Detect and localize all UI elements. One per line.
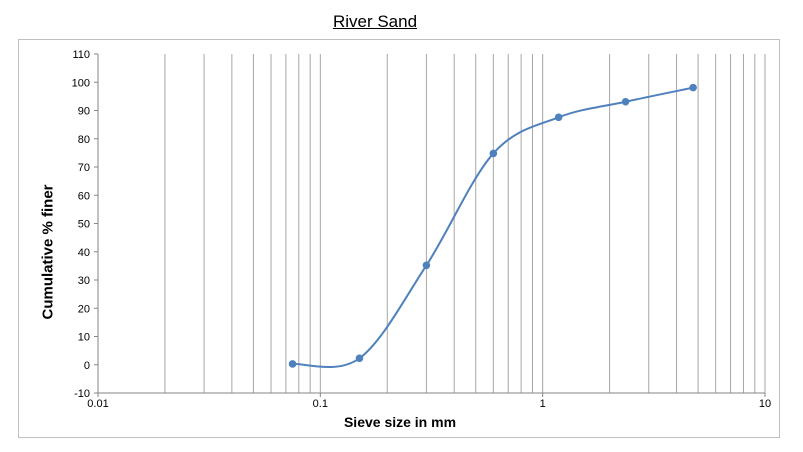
data-point	[689, 83, 697, 92]
data-point	[489, 149, 498, 158]
x-tick-label: 1	[540, 398, 546, 410]
y-tick-label: 40	[78, 247, 90, 259]
x-tick-label: 10	[759, 398, 771, 410]
y-tick-label: 100	[72, 77, 90, 89]
x-tick-label: 0.01	[87, 398, 108, 410]
y-tick-label: 70	[78, 162, 90, 174]
data-point	[288, 360, 297, 368]
y-tick-label: 0	[84, 360, 90, 372]
x-tick-label: 0.1	[313, 398, 328, 410]
y-tick-label: -10	[74, 388, 90, 400]
y-tick-label: 90	[78, 106, 90, 118]
data-point	[554, 113, 563, 122]
y-tick-label: 60	[78, 190, 90, 202]
y-tick-label: 20	[78, 303, 90, 315]
y-tick-label: 110	[72, 49, 90, 61]
data-point	[355, 354, 364, 363]
y-tick-label: 50	[78, 219, 90, 231]
x-axis-label: Sieve size in mm	[343, 414, 457, 430]
y-tick-label: 80	[78, 134, 90, 146]
data-point	[621, 97, 630, 106]
y-tick-label: 30	[78, 275, 90, 287]
chart-title: River Sand	[332, 12, 418, 31]
series-line	[292, 86, 694, 369]
data-point	[422, 261, 431, 270]
chart-frame	[18, 39, 780, 438]
y-tick-label: 10	[78, 332, 90, 344]
